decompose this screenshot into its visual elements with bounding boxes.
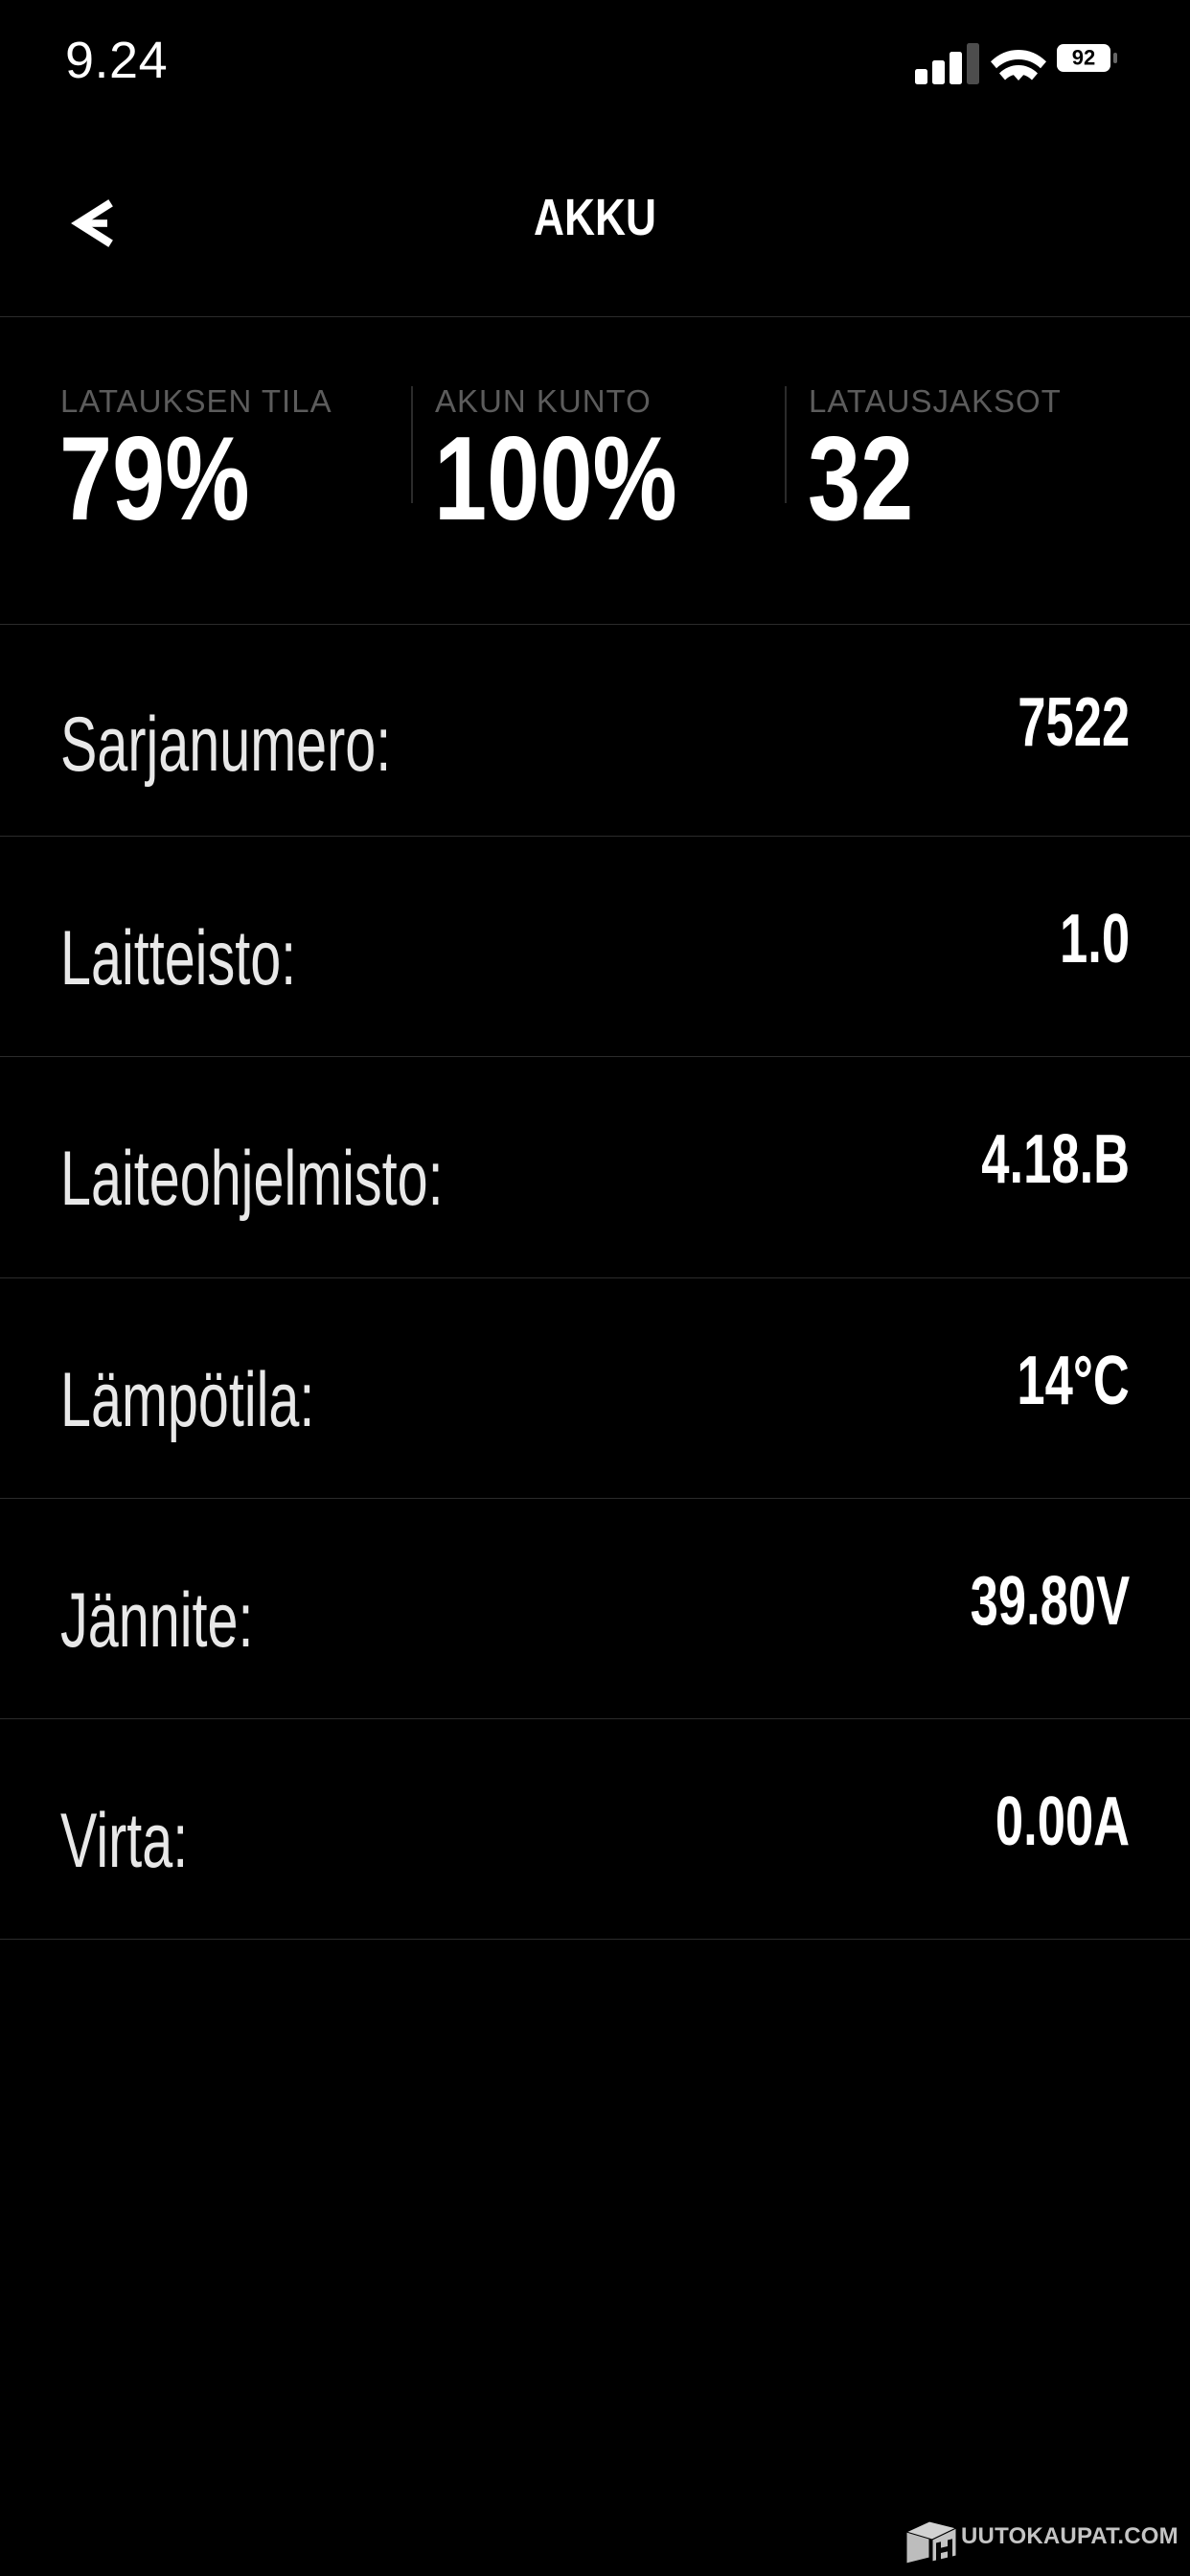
svg-text:92: 92 <box>1072 46 1095 70</box>
